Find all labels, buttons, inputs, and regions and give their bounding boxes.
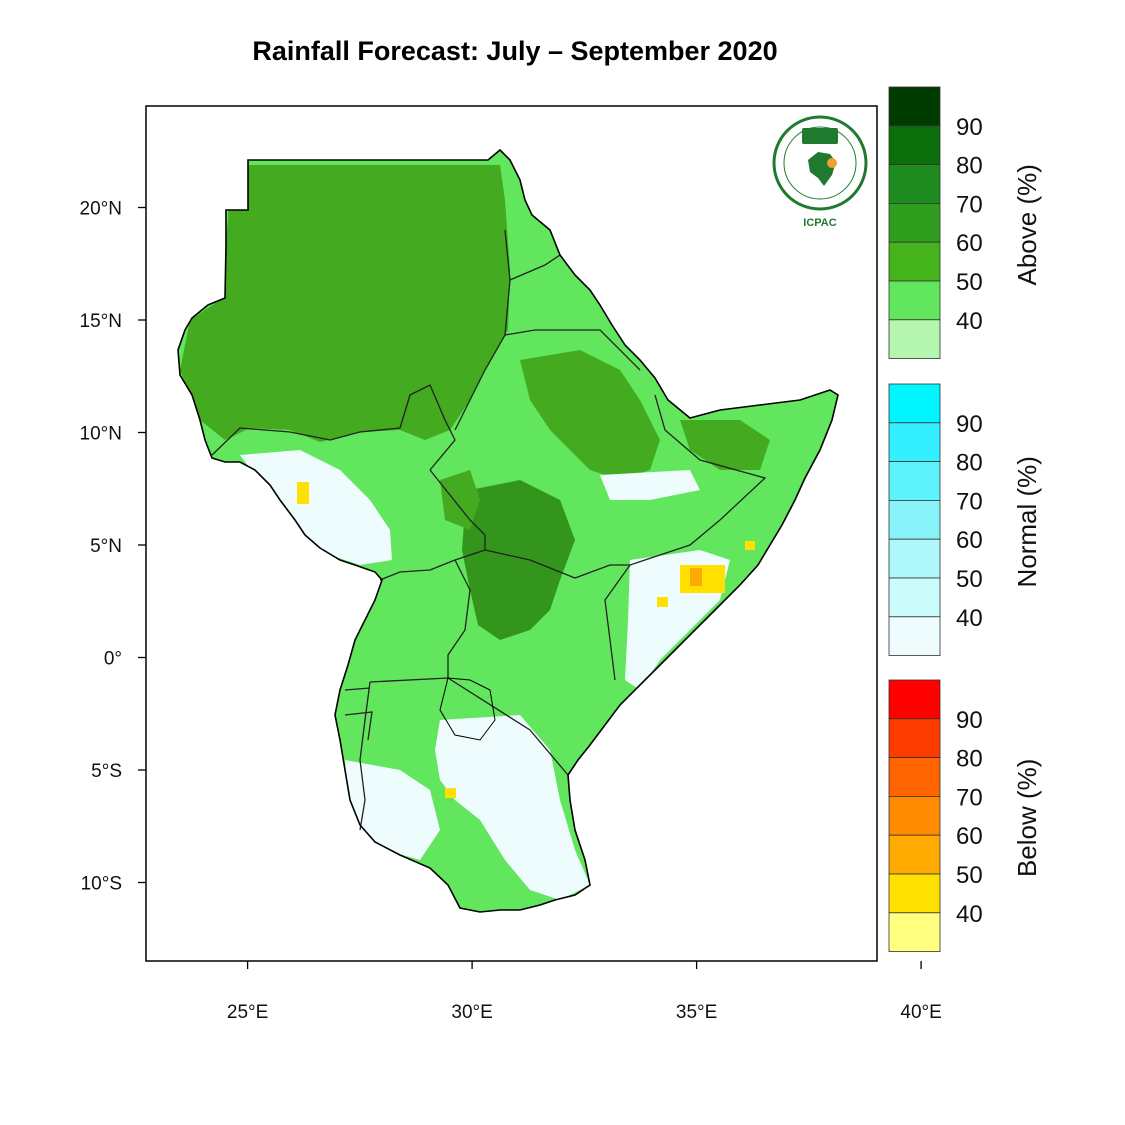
colorbar-swatch — [888, 796, 941, 836]
border-uganda-west — [379, 559, 456, 581]
y-tick-label: 10°N — [80, 424, 122, 445]
colorbar-swatch — [888, 912, 941, 952]
zone-below-40-5 — [745, 541, 755, 550]
colorbar-title: Above (%) — [1012, 164, 1042, 285]
y-tick-label: 5°N — [90, 536, 122, 557]
y-axis: 20°N 15°N 10°N 5°N 0° 5°S 10°S — [80, 199, 146, 895]
colorbar-label: 70 — [956, 488, 983, 515]
colorbar-label: 90 — [956, 411, 983, 438]
colorbar-swatch — [888, 757, 941, 797]
border-uganda — [447, 559, 471, 678]
colorbar-swatch — [888, 461, 941, 501]
colorbar-label: 40 — [956, 308, 983, 335]
zone-above-50-kenya — [440, 470, 480, 530]
colorbar-swatch — [888, 616, 941, 656]
colorbar-label: 50 — [956, 269, 983, 296]
border-ethiopia-somalia — [604, 394, 767, 681]
logo-badge — [802, 128, 838, 144]
zone-below-40-4 — [657, 597, 668, 607]
x-tick-label: 25°E — [227, 1002, 268, 1023]
colorbar-title: Normal (%) — [1012, 456, 1042, 587]
colorbar-label: 90 — [956, 707, 983, 734]
colorbar-swatch — [888, 834, 941, 875]
zone-normal-40-west — [240, 450, 392, 565]
colorbar-swatch — [888, 280, 941, 321]
colorbar-label: 50 — [956, 566, 983, 593]
zone-above-50-somalia — [680, 420, 770, 470]
colorbar-swatch — [888, 679, 941, 720]
colorbar-swatch — [888, 538, 941, 579]
logo-acronym: IGAD — [805, 130, 835, 144]
colorbar-label: 70 — [956, 191, 983, 218]
colorbar-normal: 90 80 70 60 50 40 Normal (%) — [888, 383, 1042, 656]
border-sudan-south-sudan — [211, 384, 456, 471]
colorbar-swatch — [888, 422, 941, 462]
colorbar-swatch — [888, 718, 941, 758]
colorbar-above: 90 80 70 60 50 40 Above (%) — [888, 86, 1042, 359]
colorbar-swatch — [888, 202, 941, 243]
colorbar-swatch — [888, 383, 941, 424]
border-tanzania-west — [359, 681, 371, 831]
y-tick-label: 5°S — [91, 761, 122, 782]
zone-below-40-2 — [297, 482, 309, 504]
x-tick-label: 40°E — [900, 1002, 941, 1023]
colorbar-label: 60 — [956, 230, 983, 257]
colorbar-label: 70 — [956, 784, 983, 811]
colorbar-label: 90 — [956, 114, 983, 141]
logo-inner-ring — [783, 126, 857, 200]
border-eritrea — [504, 254, 641, 371]
logo-caption: ICPAC — [803, 217, 836, 229]
x-tick-label: 35°E — [676, 1002, 717, 1023]
zone-above-50-sudan — [180, 165, 510, 442]
zone-below-50-1 — [690, 568, 702, 586]
zone-below-40-3 — [445, 788, 456, 798]
zone-normal-40-tanzania — [435, 715, 590, 900]
legend-colorbars: 90 80 70 60 50 40 Above (%) 90 80 70 60 50 40 Normal … — [888, 86, 1042, 952]
colorbar-swatch — [888, 577, 941, 618]
colorbar-title: Below (%) — [1012, 759, 1042, 877]
map-title: Rainfall Forecast: July – September 2020 — [252, 36, 778, 66]
zone-above-60-core — [462, 480, 575, 640]
coastline — [177, 148, 839, 913]
border-sudan-ethiopia — [454, 229, 511, 431]
colorbar-label: 40 — [956, 605, 983, 632]
colorbar-label: 80 — [956, 450, 983, 477]
colorbar-label: 60 — [956, 823, 983, 850]
colorbar-label: 80 — [956, 153, 983, 180]
colorbar-swatch — [888, 499, 941, 540]
zone-normal-40-ethiopia — [600, 470, 700, 500]
zone-below-40-1 — [680, 565, 725, 593]
colorbar-swatch — [888, 164, 941, 204]
igad-logo: IGAD ICPAC — [772, 115, 868, 229]
x-tick-label: 30°E — [451, 1002, 492, 1023]
colorbar-swatch — [888, 125, 941, 166]
border-ethiopia-kenya — [484, 549, 630, 579]
y-tick-label: 20°N — [80, 199, 122, 220]
probability-zones — [180, 165, 770, 900]
x-axis: 25°E30°E35°E40°E45°E50°E — [227, 961, 1125, 1023]
colorbar-label: 40 — [956, 901, 983, 928]
colorbar-swatch — [888, 319, 941, 359]
border-tanzania-north — [369, 677, 569, 776]
lake-victoria — [439, 677, 496, 741]
y-tick-label: 0° — [104, 649, 122, 670]
colorbar-swatch — [888, 241, 941, 282]
colorbar-label: 60 — [956, 527, 983, 554]
y-tick-label: 15°N — [80, 311, 122, 332]
colorbar-below: 90 80 70 60 50 40 Below (%) — [888, 679, 1042, 952]
colorbar-label: 80 — [956, 746, 983, 773]
colorbar-swatch — [888, 873, 941, 914]
border-rwanda-burundi — [344, 687, 373, 741]
zone-above-50-ethiopia — [520, 350, 660, 480]
y-tick-label: 10°S — [81, 874, 122, 895]
colorbar-swatch — [888, 86, 941, 127]
country-borders — [211, 229, 767, 831]
colorbar-label: 50 — [956, 862, 983, 889]
border-south-sudan-east — [429, 469, 486, 561]
horn-highlight-icon — [827, 158, 837, 168]
